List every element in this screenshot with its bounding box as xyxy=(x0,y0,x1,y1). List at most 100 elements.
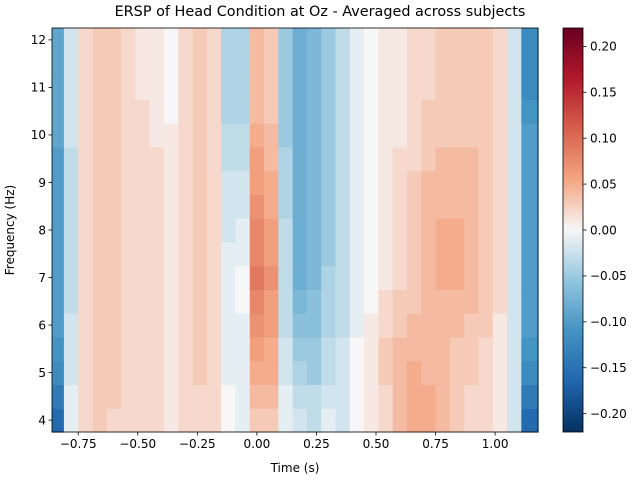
heatmap-cell xyxy=(435,75,451,100)
heatmap-cell xyxy=(364,123,379,148)
heatmap-cell xyxy=(264,241,279,267)
heatmap-cell xyxy=(192,28,208,53)
heatmap-cell xyxy=(378,28,394,53)
heatmap-cell xyxy=(135,146,151,172)
heatmap-cell xyxy=(121,313,136,338)
heatmap-cell xyxy=(464,360,480,386)
heatmap-cell xyxy=(464,28,480,53)
heatmap-cell xyxy=(78,99,94,124)
heatmap-cell xyxy=(421,218,437,243)
heatmap-cell xyxy=(364,408,379,433)
heatmap-cell xyxy=(78,289,94,314)
x-axis-label: Time (s) xyxy=(270,461,320,475)
heatmap-cell xyxy=(192,146,208,172)
y-tick-label: 6 xyxy=(38,318,46,332)
heatmap-cell xyxy=(378,265,394,291)
heatmap-cell xyxy=(521,384,539,409)
heatmap-cell xyxy=(92,123,108,148)
heatmap-cell xyxy=(306,360,322,386)
heatmap-cell xyxy=(63,313,79,338)
heatmap-cell xyxy=(235,123,251,148)
heatmap-cell xyxy=(406,51,422,77)
heatmap-cell xyxy=(406,170,422,195)
heatmap-cell xyxy=(149,265,165,291)
heatmap-cell xyxy=(92,336,108,362)
heatmap-cell xyxy=(521,75,539,100)
heatmap-cell xyxy=(78,170,94,195)
heatmap-cell xyxy=(507,289,522,314)
heatmap-cell xyxy=(449,289,465,314)
heatmap-cell xyxy=(178,28,194,53)
heatmap-cell xyxy=(264,313,279,338)
heatmap-cell xyxy=(278,265,294,291)
heatmap-cell xyxy=(435,123,451,148)
heatmap-cell xyxy=(278,313,294,338)
heatmap-cell xyxy=(135,360,151,386)
heatmap-cell xyxy=(364,384,379,409)
heatmap-cell xyxy=(292,75,308,100)
heatmap-cell xyxy=(392,146,408,172)
heatmap-cell xyxy=(52,123,65,148)
y-tick-label: 7 xyxy=(38,271,46,285)
x-axis: −0.75 −0.50 −0.25 0.00 0.25 0.50 0.75 1.00 xyxy=(60,432,508,451)
heatmap-cell xyxy=(478,265,494,291)
heatmap-cell xyxy=(63,51,79,77)
heatmap-cell xyxy=(52,75,65,100)
heatmap-cell xyxy=(249,336,265,362)
heatmap-cell xyxy=(78,218,94,243)
heatmap-cell xyxy=(478,170,494,195)
heatmap-cell xyxy=(106,51,122,77)
heatmap-cell xyxy=(406,75,422,100)
heatmap-cell xyxy=(435,146,451,172)
heatmap-cell xyxy=(78,28,94,53)
heatmap-cell xyxy=(292,360,308,386)
heatmap-cell xyxy=(464,194,480,219)
heatmap-cell xyxy=(63,360,79,386)
heatmap-cell xyxy=(392,170,408,195)
heatmap-cell xyxy=(106,313,122,338)
heatmap-cell xyxy=(221,265,237,291)
heatmap-cell xyxy=(52,241,65,267)
heatmap-cell xyxy=(492,218,508,243)
heatmap-cell xyxy=(435,170,451,195)
heatmap-cell xyxy=(235,336,251,362)
y-tick-label: 8 xyxy=(38,223,46,237)
heatmap-cell xyxy=(52,408,65,433)
heatmap-cell xyxy=(521,99,539,124)
heatmap-cell xyxy=(349,313,365,338)
heatmap-cell xyxy=(78,241,94,267)
heatmap-cell xyxy=(435,218,451,243)
heatmap-cell xyxy=(492,123,508,148)
heatmap-cell xyxy=(364,99,379,124)
heatmap-cell xyxy=(121,99,136,124)
heatmap-cell xyxy=(135,384,151,409)
heatmap-cell xyxy=(449,384,465,409)
heatmap-cell xyxy=(435,336,451,362)
heatmap-cell xyxy=(349,123,365,148)
heatmap-cell xyxy=(392,384,408,409)
heatmap-cell xyxy=(349,28,365,53)
heatmap-cell xyxy=(507,218,522,243)
y-tick-label: 4 xyxy=(38,413,46,427)
heatmap-cell xyxy=(206,384,222,409)
heatmap-cell xyxy=(349,51,365,77)
heatmap-cell xyxy=(52,218,65,243)
heatmap-cell xyxy=(335,123,351,148)
heatmap-cell xyxy=(492,384,508,409)
heatmap-cell xyxy=(221,384,237,409)
heatmap-cell xyxy=(464,51,480,77)
heatmap-cell xyxy=(306,218,322,243)
x-tick-label: 0.50 xyxy=(363,437,390,451)
heatmap-cell xyxy=(478,384,494,409)
heatmap-cell xyxy=(378,218,394,243)
heatmap-cell xyxy=(163,218,179,243)
heatmap-cell xyxy=(235,28,251,53)
heatmap-cell xyxy=(92,289,108,314)
heatmap-cell xyxy=(178,146,194,172)
heatmap-cell xyxy=(235,75,251,100)
heatmap-cell xyxy=(292,408,308,433)
heatmap-cell xyxy=(378,384,394,409)
x-tick-label: −0.75 xyxy=(60,437,97,451)
heatmap-cell xyxy=(121,146,136,172)
heatmap-cell xyxy=(221,146,237,172)
